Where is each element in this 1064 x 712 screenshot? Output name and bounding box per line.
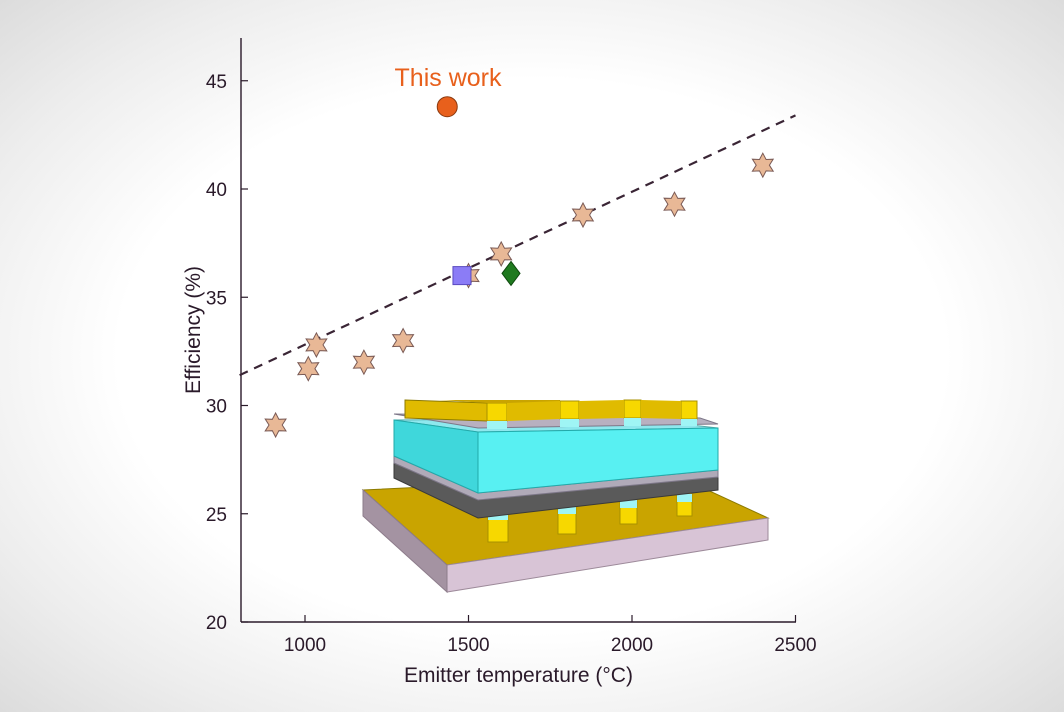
star-point xyxy=(391,327,415,354)
star-point xyxy=(663,191,686,218)
y-tick-label: 40 xyxy=(206,180,227,201)
star-point xyxy=(296,355,320,382)
y-tick-label: 20 xyxy=(206,613,227,634)
y-tick-label: 25 xyxy=(206,505,227,526)
base-slab-side xyxy=(362,488,448,594)
x-tick-label: 2000 xyxy=(611,635,653,656)
data-points xyxy=(264,96,775,439)
star-point xyxy=(489,240,513,267)
y-axis-label: Efficiency (%) xyxy=(182,266,205,394)
diamond-point xyxy=(501,260,521,287)
this-work-point xyxy=(436,96,458,118)
x-axis-label: Emitter temperature (°C) xyxy=(404,664,633,687)
y-tick-label: 45 xyxy=(206,72,227,93)
star-point xyxy=(571,201,595,229)
top-bars xyxy=(404,399,698,429)
x-tick-label: 1000 xyxy=(284,635,326,656)
star-point xyxy=(751,152,775,179)
trendline xyxy=(239,114,796,377)
layered-device-illustration xyxy=(361,399,770,594)
cyan-slab-side xyxy=(393,419,479,494)
axes: 20 25 30 35 40 45 1000 1500 2000 2500 Emitter temp… xyxy=(182,38,817,687)
square-point xyxy=(452,266,472,286)
star-point xyxy=(264,411,287,439)
x-tick-label: 2500 xyxy=(774,635,816,656)
x-tick-label: 1500 xyxy=(447,635,489,656)
star-point xyxy=(305,331,328,358)
y-tick-label: 30 xyxy=(206,397,227,418)
star-point xyxy=(352,349,376,376)
this-work-annotation: This work xyxy=(395,64,502,92)
y-tick-label: 35 xyxy=(206,288,227,309)
trendline-line xyxy=(239,114,796,377)
